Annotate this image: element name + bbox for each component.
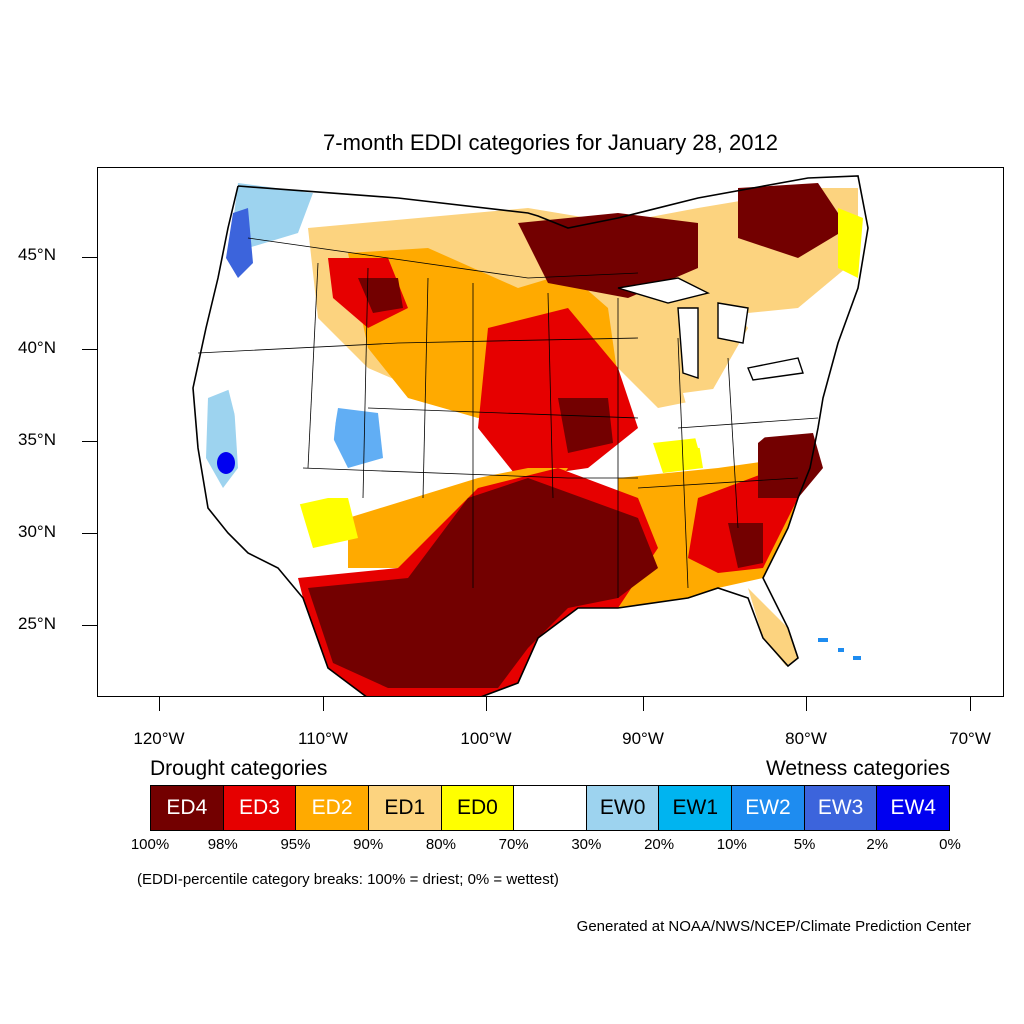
legend-break-label: 5% [793, 836, 816, 853]
lon-tick [806, 697, 807, 711]
lat-tick [82, 349, 97, 350]
drought-heading: Drought categories [150, 757, 328, 780]
ed4-texas-mexico [308, 478, 658, 688]
lon-tick [643, 697, 644, 711]
legend-cell-neutral [514, 786, 587, 830]
map-title: 7-month EDDI categories for January 28, … [323, 130, 778, 155]
legend-break-label: 2% [866, 836, 889, 853]
lat-label-40: 40°N [18, 338, 56, 357]
lon-label-120: 120°W [133, 729, 185, 748]
ed4-ontario [738, 183, 848, 258]
legend-cell-ed3: ED3 [223, 786, 297, 830]
legend-cell-ed2: ED2 [296, 786, 369, 830]
ed4-carolinas [758, 433, 823, 498]
wet-northwest-core [226, 208, 253, 278]
legend-break-label: 90% [353, 836, 384, 853]
legend-break-label: 10% [716, 836, 747, 853]
legend-break-label: 30% [571, 836, 602, 853]
lon-tick [970, 697, 971, 711]
legend-cell-ew3: EW3 [804, 786, 878, 830]
legend-cell-ed1: ED1 [368, 786, 442, 830]
legend-colorbar: ED4 ED3 ED2 ED1 ED0 EW0 EW1 EW2 EW3 EW4 [150, 785, 950, 831]
legend-break-label: 70% [498, 836, 529, 853]
legend-cell-ew0: EW0 [586, 786, 660, 830]
coastline [192, 175, 869, 696]
category-note: (EDDI-percentile category breaks: 100% =… [137, 871, 559, 888]
ed0-arizona [298, 498, 358, 548]
ed0-northeast [838, 208, 863, 278]
legend-break-label: 98% [207, 836, 238, 853]
ed4-georgia [728, 523, 763, 568]
ed4-central-spot [558, 398, 613, 453]
wet-northwest-region [233, 183, 313, 248]
wet-utah [333, 408, 383, 468]
lat-tick [82, 533, 97, 534]
lat-tick [82, 257, 97, 258]
legend-break-label: 20% [644, 836, 675, 853]
lon-label-80: 80°W [785, 729, 827, 748]
lat-label-30: 30°N [18, 522, 56, 541]
lon-label-70: 70°W [949, 729, 991, 748]
legend-cell-ew2: EW2 [732, 786, 805, 830]
lat-label-35: 35°N [18, 430, 56, 449]
credit-line: Generated at NOAA/NWS/NCEP/Climate Predi… [576, 918, 971, 935]
caribbean-islands [818, 638, 861, 660]
ed4-montana [358, 278, 403, 313]
legend-cell-ew1: EW1 [659, 786, 733, 830]
great-lakes [617, 277, 804, 381]
legend-break-label: 95% [280, 836, 311, 853]
legend-cell-ew4: EW4 [877, 786, 950, 830]
legend-break-label: 80% [425, 836, 456, 853]
lon-tick [159, 697, 160, 711]
legend-break-label: 100% [130, 836, 170, 853]
state-borders [197, 237, 819, 598]
ed1-florida [748, 588, 798, 666]
neutral-ohio-valley [683, 383, 788, 448]
eddi-map [97, 167, 1004, 697]
lon-tick [323, 697, 324, 711]
lat-label-25: 25°N [18, 614, 56, 633]
lat-tick [82, 625, 97, 626]
legend-cell-ed0: ED0 [441, 786, 515, 830]
lat-label-45: 45°N [18, 245, 56, 264]
lon-label-100: 100°W [460, 729, 512, 748]
map-canvas [192, 175, 869, 696]
wet-california-core [217, 452, 235, 474]
lon-label-110: 110°W [298, 729, 348, 748]
wetness-heading: Wetness categories [765, 757, 950, 780]
lon-tick [486, 697, 487, 711]
lat-tick [82, 441, 97, 442]
ed0-ohio [653, 438, 703, 473]
legend-cell-ed4: ED4 [151, 786, 224, 830]
lon-label-90: 90°W [622, 729, 664, 748]
legend-break-label: 0% [939, 836, 961, 853]
